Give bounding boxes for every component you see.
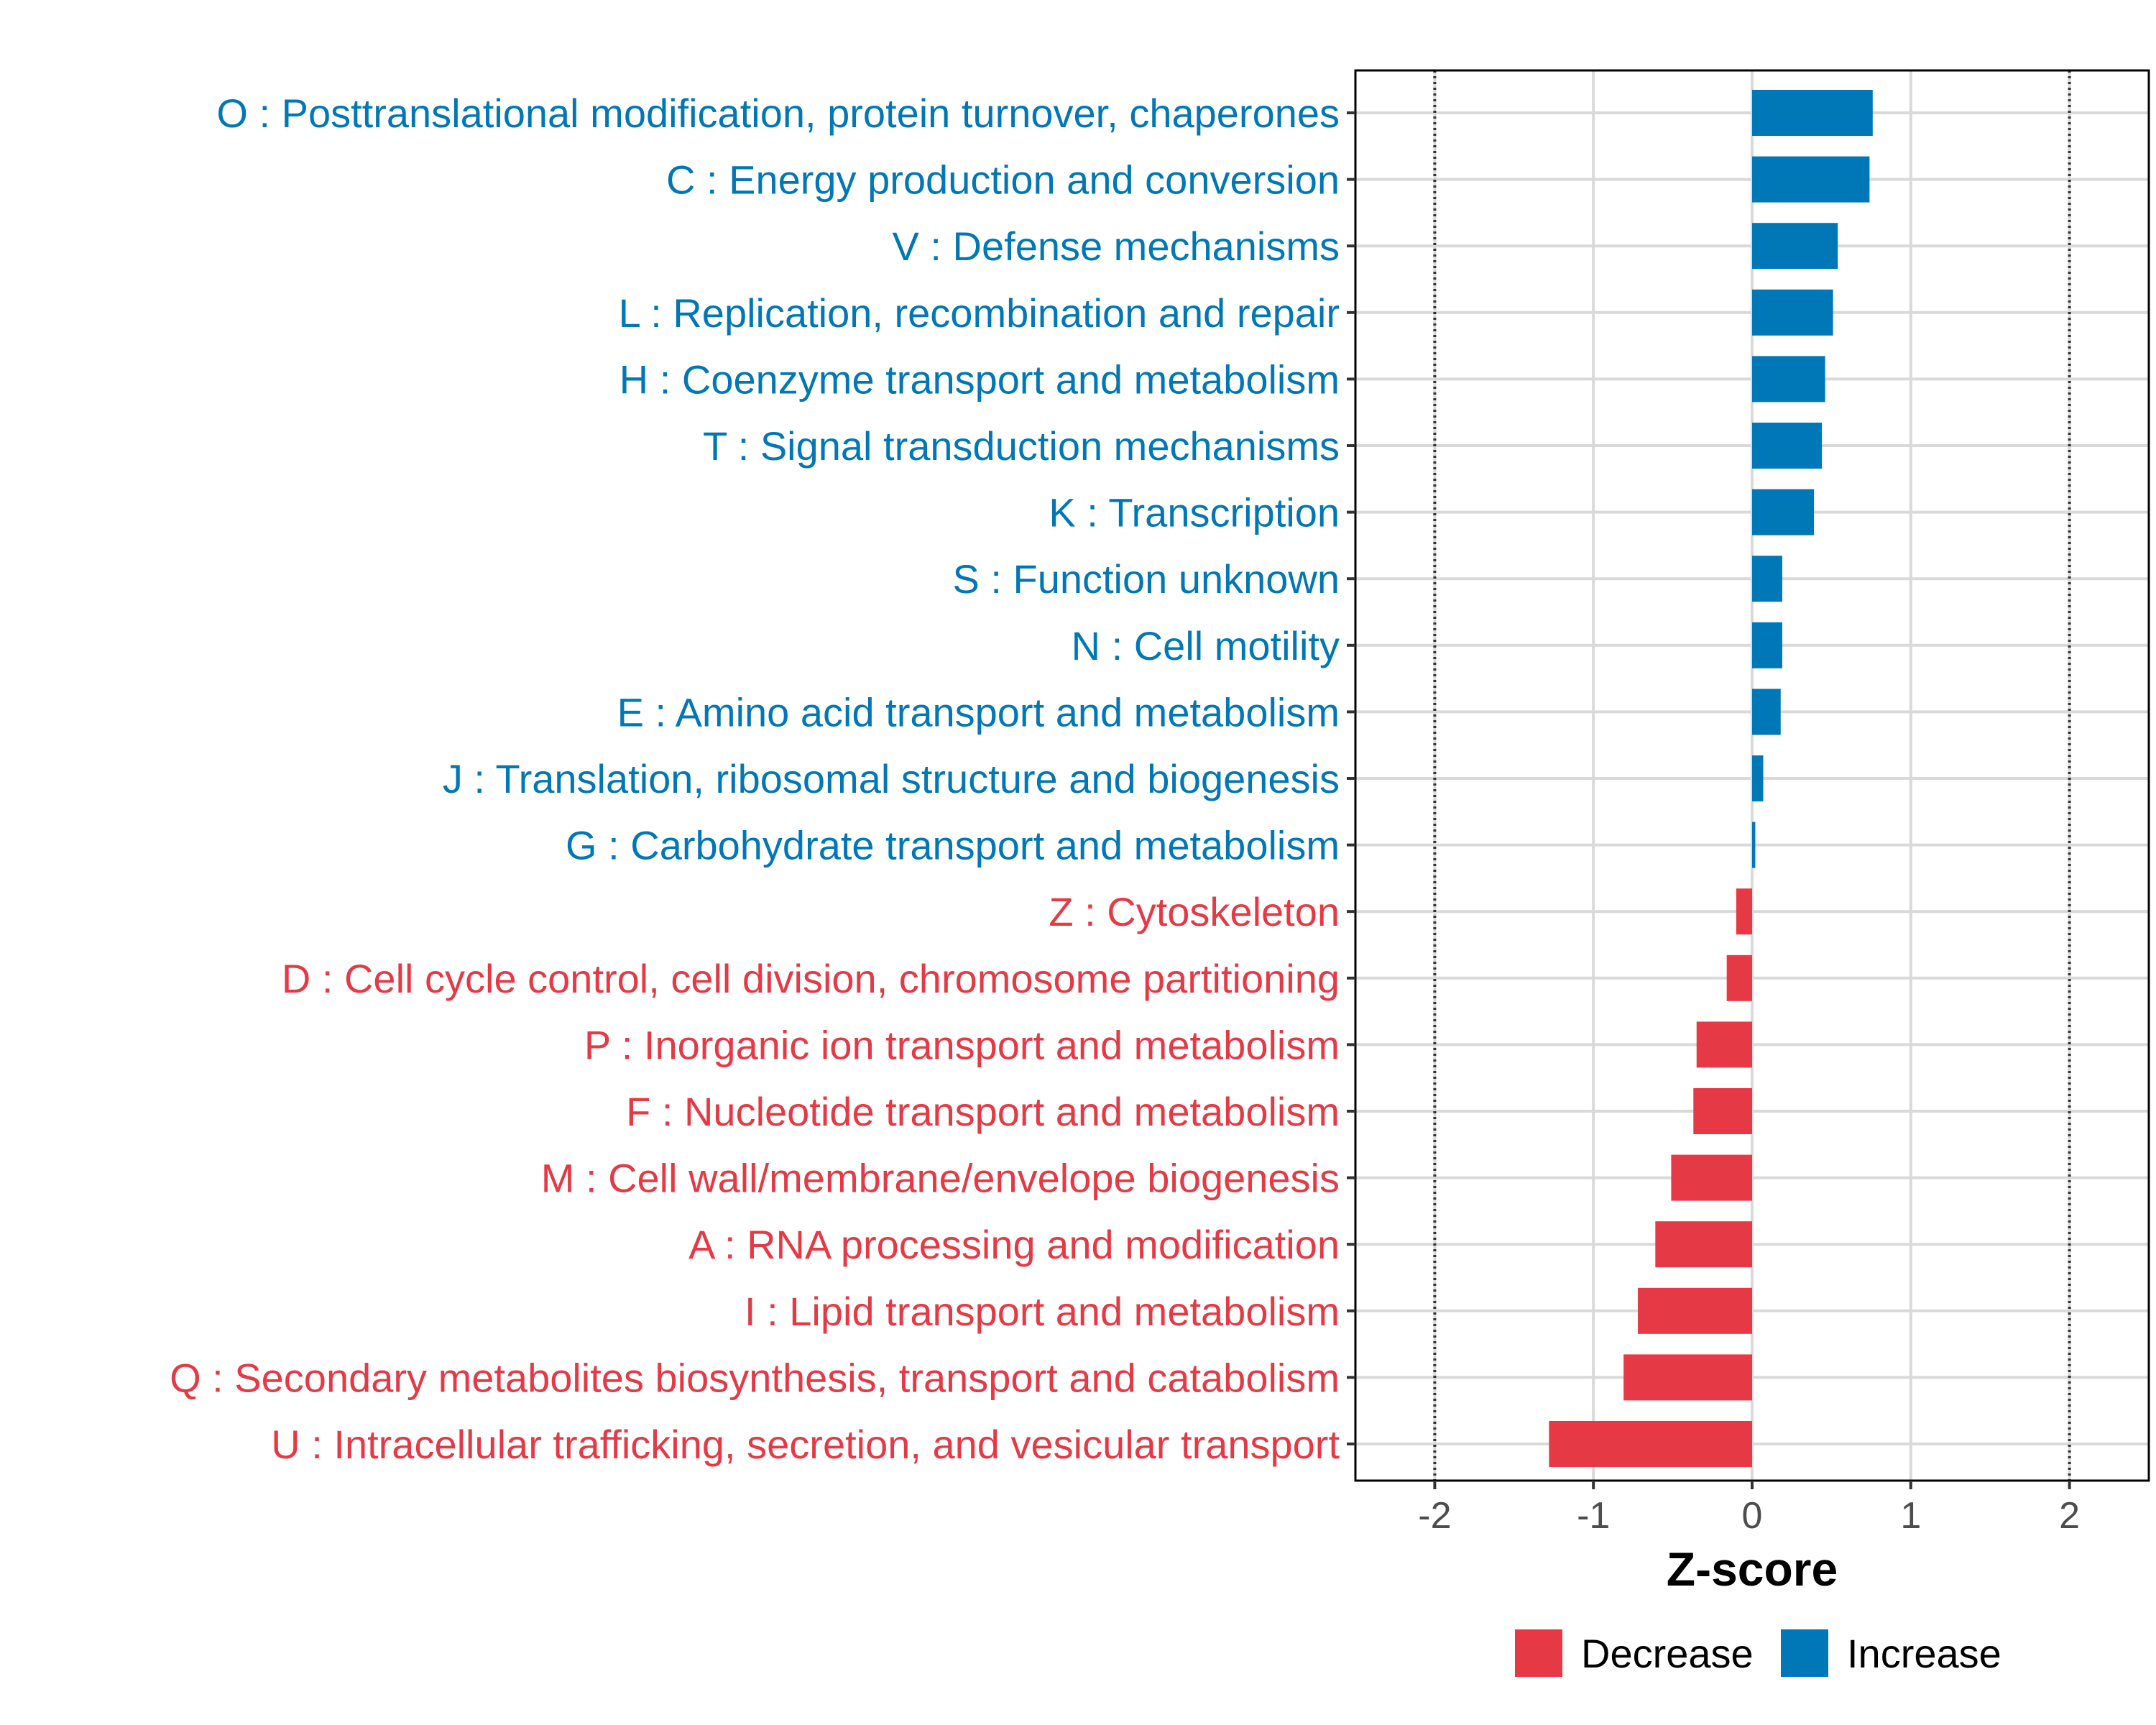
bar-h [1752,356,1825,402]
category-label: U : Intracellular trafficking, secretion… [271,1422,1340,1467]
bar-e [1752,689,1781,735]
bar-p [1696,1021,1752,1068]
bar-o [1752,90,1873,136]
category-label: E : Amino acid transport and metabolism [617,689,1340,735]
legend-swatch-decrease [1515,1629,1562,1677]
bar-n [1752,622,1782,668]
bar-t [1752,423,1823,469]
bar-u [1549,1421,1752,1467]
category-label: H : Coenzyme transport and metabolism [619,356,1340,402]
bar-q [1623,1354,1752,1401]
category-label: Q : Secondary metabolites biosynthesis, … [170,1355,1340,1400]
category-label: C : Energy production and conversion [666,157,1340,203]
category-label: S : Function unknown [952,556,1340,602]
bar-k [1752,489,1815,535]
category-label: Z : Cytoskeleton [1049,889,1340,934]
category-label: L : Replication, recombination and repai… [619,290,1340,336]
bar-d [1726,954,1752,1001]
category-label: O : Posttranslational modification, prot… [216,91,1340,136]
category-label: D : Cell cycle control, cell division, c… [282,956,1340,1001]
x-tick-label: -2 [1418,1495,1451,1537]
category-label: T : Signal transduction mechanisms [703,423,1340,469]
bar-v [1752,223,1838,270]
category-label: I : Lipid transport and metabolism [745,1289,1340,1334]
bar-c [1752,156,1870,203]
category-label: G : Carbohydrate transport and metabolis… [566,823,1340,868]
category-label: V : Defense mechanisms [893,224,1340,269]
bar-a [1655,1221,1752,1268]
legend-label-decrease: Decrease [1581,1631,1754,1676]
category-label: M : Cell wall/membrane/envelope biogenes… [541,1156,1340,1201]
category-label: F : Nucleotide transport and metabolism [626,1089,1340,1134]
x-tick-label: 2 [2059,1495,2080,1537]
category-label: P : Inorganic ion transport and metaboli… [584,1022,1340,1067]
legend: Decrease Increase [1515,1629,2001,1677]
category-labels: O : Posttranslational modification, prot… [170,91,1340,1467]
category-label: N : Cell motility [1072,623,1340,668]
legend-label-increase: Increase [1847,1631,2001,1676]
x-tick-label: -1 [1577,1495,1610,1537]
bar-g [1752,822,1756,868]
bar-l [1752,289,1833,336]
axes-layer: -2 -1 0 1 2 [1347,111,2080,1537]
bar-i [1638,1287,1752,1334]
legend-swatch-increase [1781,1629,1828,1677]
bar-s [1752,556,1782,602]
bars-layer [1549,90,1873,1467]
x-tick-label: 0 [1742,1495,1763,1537]
x-tick-label: 1 [1900,1495,1921,1537]
bar-f [1693,1088,1752,1134]
category-label: J : Translation, ribosomal structure and… [443,756,1340,801]
category-label: K : Transcription [1049,490,1340,535]
bar-j [1752,755,1764,801]
bar-z [1736,888,1752,935]
x-axis-title: Z-score [1667,1542,1838,1596]
category-label: A : RNA processing and modification [688,1222,1340,1267]
bar-m [1671,1154,1752,1201]
